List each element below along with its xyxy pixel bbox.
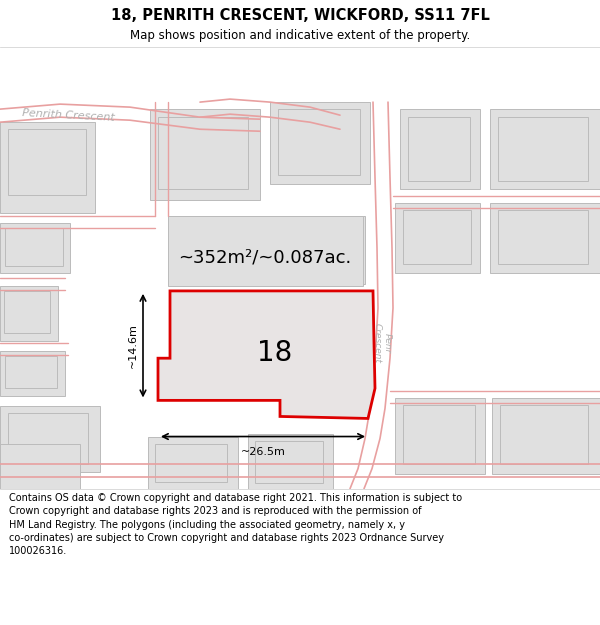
- Polygon shape: [8, 413, 88, 464]
- Polygon shape: [158, 117, 248, 189]
- Polygon shape: [403, 209, 471, 264]
- Polygon shape: [500, 406, 588, 464]
- Polygon shape: [155, 444, 227, 482]
- Polygon shape: [248, 434, 333, 489]
- Polygon shape: [403, 406, 475, 464]
- Polygon shape: [158, 291, 375, 419]
- Polygon shape: [395, 202, 480, 273]
- Polygon shape: [498, 209, 588, 264]
- Text: Contains OS data © Crown copyright and database right 2021. This information is : Contains OS data © Crown copyright and d…: [9, 493, 462, 556]
- Polygon shape: [178, 222, 356, 275]
- Text: Penrith Crescent: Penrith Crescent: [22, 107, 115, 122]
- Text: ~26.5m: ~26.5m: [241, 447, 286, 457]
- Polygon shape: [490, 202, 600, 273]
- Polygon shape: [490, 109, 600, 189]
- Polygon shape: [270, 102, 370, 184]
- Polygon shape: [150, 109, 260, 199]
- Polygon shape: [8, 129, 86, 194]
- Polygon shape: [168, 216, 363, 286]
- Text: 18, PENRITH CRESCENT, WICKFORD, SS11 7FL: 18, PENRITH CRESCENT, WICKFORD, SS11 7FL: [110, 8, 490, 23]
- Polygon shape: [408, 117, 470, 181]
- Text: ~352m²/~0.087ac.: ~352m²/~0.087ac.: [178, 249, 352, 267]
- Text: ~14.6m: ~14.6m: [128, 323, 138, 368]
- Text: Map shows position and indicative extent of the property.: Map shows position and indicative extent…: [130, 29, 470, 42]
- Polygon shape: [4, 291, 50, 333]
- Polygon shape: [0, 406, 100, 472]
- Polygon shape: [148, 436, 238, 489]
- Polygon shape: [498, 117, 588, 181]
- Polygon shape: [0, 122, 95, 212]
- Polygon shape: [0, 222, 70, 273]
- Polygon shape: [0, 444, 80, 489]
- Text: 18: 18: [257, 339, 293, 367]
- Polygon shape: [0, 286, 58, 341]
- Polygon shape: [395, 398, 485, 474]
- Polygon shape: [400, 109, 480, 189]
- Polygon shape: [170, 216, 365, 284]
- Polygon shape: [5, 356, 57, 388]
- Polygon shape: [278, 109, 360, 176]
- Polygon shape: [5, 228, 63, 266]
- Text: Penr
Crescent: Penr Crescent: [372, 323, 392, 363]
- Polygon shape: [492, 398, 600, 474]
- Polygon shape: [0, 351, 65, 396]
- Polygon shape: [255, 441, 323, 483]
